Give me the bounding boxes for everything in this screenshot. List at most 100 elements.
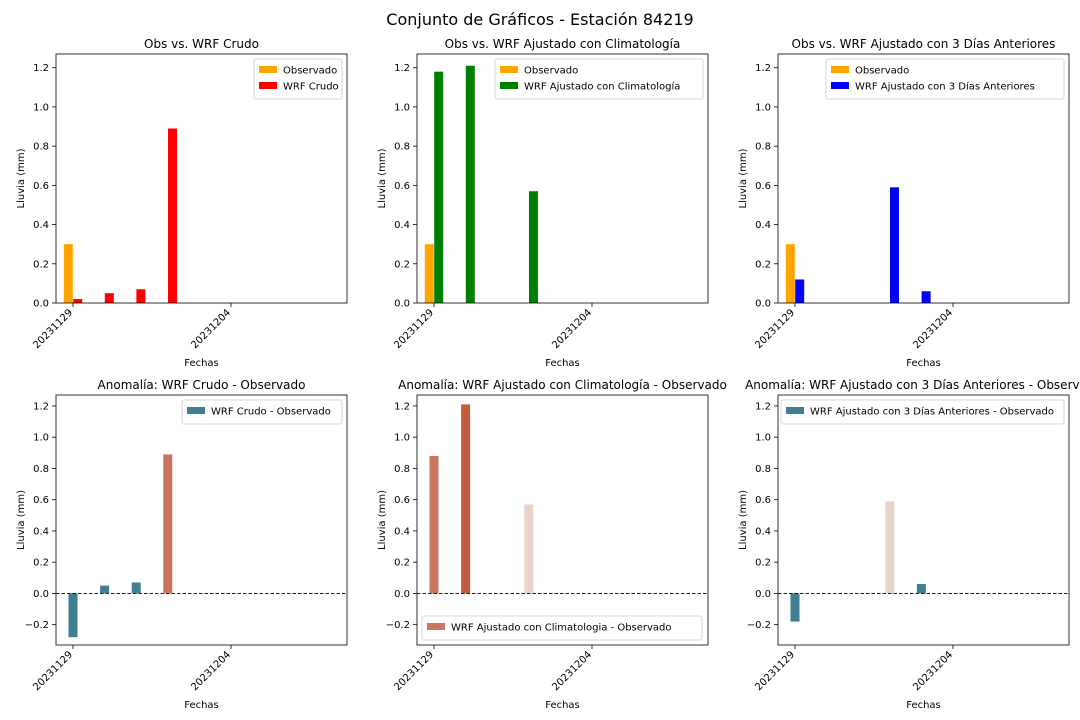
- x-axis-label: Fechas: [906, 700, 941, 711]
- legend-box: [825, 58, 1065, 100]
- y-tick-label: 0.2: [394, 259, 410, 270]
- y-tick-label: 0.8: [755, 464, 771, 475]
- legend: WRF Ajustado con Climatologia - Observad…: [421, 615, 703, 641]
- x-axis-label: Fechas: [184, 700, 219, 711]
- subplot-title: Anomalía: WRF Ajustado con Climatología …: [398, 378, 727, 392]
- axes-frame: [416, 394, 709, 646]
- legend-box: [421, 615, 703, 641]
- y-tick-label: 0.2: [33, 558, 49, 569]
- y-tick-label: 1.2: [33, 401, 49, 412]
- x-tick-label: 20231204: [550, 307, 594, 351]
- figure-title: Conjunto de Gráficos - Estación 84219: [386, 10, 694, 29]
- y-tick-label: 0.8: [394, 464, 410, 475]
- y-tick-label: 1.0: [33, 102, 49, 113]
- subplot-5: Anomalía: WRF Ajustado con Climatología …: [377, 378, 727, 711]
- legend: WRF Crudo - Observado: [181, 399, 343, 425]
- bar: [790, 593, 800, 622]
- x-axis-label: Fechas: [545, 358, 580, 369]
- x-tick-label: 20231129: [392, 307, 436, 351]
- legend: Observado WRF Ajustado con 3 Días Anterio…: [825, 58, 1065, 100]
- subplot-title: Obs vs. WRF Ajustado con Climatología: [445, 37, 681, 51]
- y-tick-label: 0.6: [33, 181, 49, 192]
- bar: [461, 404, 471, 594]
- bar: [104, 293, 114, 303]
- y-tick-label: 0.0: [394, 299, 410, 310]
- subplot-title: Obs vs. WRF Ajustado con 3 Días Anterior…: [792, 37, 1056, 51]
- legend-swatch: [500, 82, 518, 89]
- x-tick-label: 20231204: [911, 307, 955, 351]
- bar: [424, 244, 434, 303]
- legend-swatch: [427, 623, 445, 630]
- y-tick-label: 1.0: [394, 433, 410, 444]
- bar: [465, 65, 475, 303]
- y-tick-label: 0.4: [33, 220, 49, 231]
- y-tick-label: 0.2: [755, 558, 771, 569]
- subplot-2: Obs vs. WRF Ajustado con Climatología 0.0…: [377, 37, 709, 369]
- y-tick-label: 0.2: [755, 259, 771, 270]
- bar: [429, 455, 439, 594]
- y-tick-label: 1.0: [755, 433, 771, 444]
- y-tick-label: 0.0: [394, 589, 410, 600]
- y-tick-label: 1.2: [33, 63, 49, 74]
- bar: [795, 279, 805, 303]
- subplot-title: Anomalía: WRF Ajustado con 3 Días Anteri…: [745, 378, 1080, 392]
- bar: [785, 244, 795, 303]
- y-tick-label: 0.0: [33, 589, 49, 600]
- legend-entry: WRF Crudo - Observado: [211, 407, 331, 418]
- y-tick-label: 1.0: [33, 433, 49, 444]
- x-axis-label: Fechas: [545, 700, 580, 711]
- y-tick-label: 0.4: [33, 526, 49, 537]
- y-tick-label: 0.0: [755, 299, 771, 310]
- legend-entry: Observado: [855, 66, 909, 77]
- y-tick-label: 0.4: [394, 526, 410, 537]
- legend: WRF Ajustado con 3 Días Anteriores - Obs…: [780, 399, 1065, 425]
- legend-swatch: [259, 82, 277, 89]
- bar: [890, 187, 899, 303]
- y-axis-label: Lluvia (mm): [738, 490, 749, 550]
- y-tick-label: −0.2: [747, 620, 771, 631]
- y-tick-label: 0.8: [755, 142, 771, 153]
- x-tick-label: 20231129: [392, 649, 436, 693]
- bar: [73, 299, 83, 303]
- y-tick-label: 0.8: [394, 142, 410, 153]
- legend-entry: WRF Ajustado con Climatologia - Observad…: [451, 623, 672, 634]
- y-tick-label: 1.2: [755, 63, 771, 74]
- legend-box: [494, 58, 704, 100]
- y-axis-label: Lluvia (mm): [16, 490, 27, 550]
- axes-frame: [777, 53, 1070, 304]
- y-tick-label: 1.0: [755, 102, 771, 113]
- axes-frame: [416, 53, 709, 304]
- subplot-3: Obs vs. WRF Ajustado con 3 Días Anterior…: [738, 37, 1070, 369]
- y-axis-label: Lluvia (mm): [738, 148, 749, 208]
- bar: [524, 504, 534, 594]
- axes-frame: [55, 53, 348, 304]
- legend-swatch: [831, 82, 849, 89]
- y-tick-label: 0.2: [33, 259, 49, 270]
- y-tick-label: 0.8: [33, 142, 49, 153]
- legend-swatch: [831, 66, 849, 73]
- y-tick-label: 0.0: [755, 589, 771, 600]
- subplot-1: Obs vs. WRF Crudo 0.0 0.2 0.4 0.6 0.8 1.0 1.2 20…: [16, 37, 348, 369]
- axes-frame: [55, 394, 348, 646]
- subplot-title: Obs vs. WRF Crudo: [144, 37, 259, 51]
- subplot-4: Anomalía: WRF Crudo - Observado −0.2 0.0 0.…: [16, 378, 348, 711]
- bar: [163, 454, 173, 594]
- y-axis-label: Lluvia (mm): [16, 148, 27, 208]
- bar: [434, 71, 444, 304]
- x-tick-label: 20231129: [31, 649, 75, 693]
- axes-frame: [777, 394, 1070, 646]
- x-axis-label: Fechas: [184, 358, 219, 369]
- x-tick-label: 20231129: [31, 307, 75, 351]
- y-tick-label: 0.0: [33, 299, 49, 310]
- legend: Observado WRF Crudo: [253, 58, 343, 100]
- legend-swatch: [500, 66, 518, 73]
- legend-swatch: [259, 66, 277, 73]
- x-tick-label: 20231204: [189, 649, 233, 693]
- bar: [529, 191, 538, 303]
- y-tick-label: 0.6: [755, 181, 771, 192]
- bar: [885, 501, 895, 594]
- x-tick-label: 20231129: [753, 307, 797, 351]
- legend-entry: Observado: [524, 66, 578, 77]
- y-tick-label: −0.2: [25, 620, 49, 631]
- y-tick-label: 0.6: [33, 495, 49, 506]
